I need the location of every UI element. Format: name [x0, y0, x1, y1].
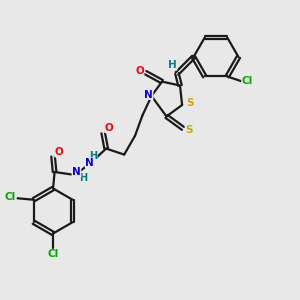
Text: N: N [72, 167, 81, 177]
Text: H: H [89, 152, 97, 161]
Text: Cl: Cl [242, 76, 253, 86]
Text: O: O [135, 66, 144, 76]
Text: O: O [55, 147, 64, 157]
Text: S: S [185, 125, 193, 135]
Text: Cl: Cl [5, 192, 16, 202]
Text: N: N [144, 89, 153, 100]
Text: O: O [105, 123, 114, 133]
Text: H: H [79, 173, 87, 183]
Text: Cl: Cl [47, 250, 59, 260]
Text: H: H [168, 60, 177, 70]
Text: S: S [186, 98, 194, 109]
Text: N: N [85, 158, 94, 168]
